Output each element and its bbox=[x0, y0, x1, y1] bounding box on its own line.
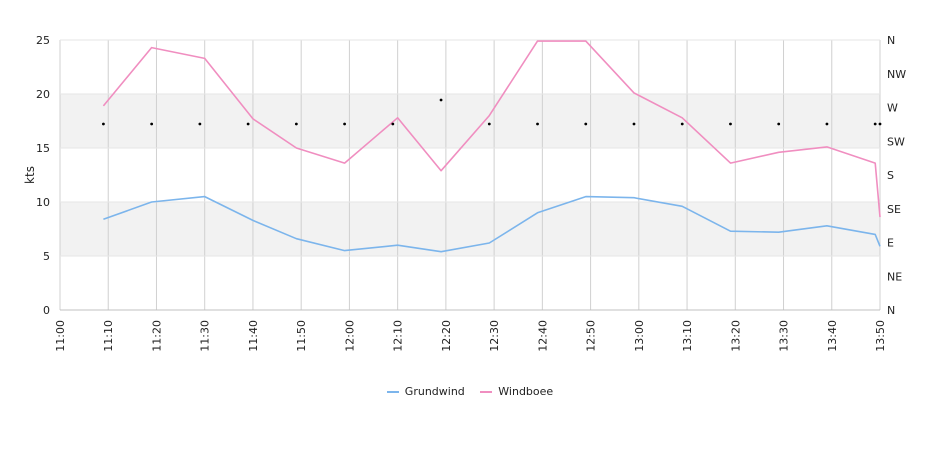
legend-swatch-grundwind bbox=[386, 391, 399, 393]
x-tick-label: 11:10 bbox=[102, 320, 115, 352]
x-tick-label: 11:00 bbox=[54, 320, 67, 352]
x-tick-label: 12:40 bbox=[536, 320, 549, 352]
y-axis-title: kts bbox=[23, 166, 37, 184]
x-tick-label: 12:30 bbox=[488, 320, 501, 352]
direction-marker bbox=[391, 122, 395, 126]
direction-markers bbox=[102, 98, 882, 126]
y-tick-label: 5 bbox=[43, 250, 50, 263]
direction-tick-label: W bbox=[887, 102, 898, 115]
direction-marker bbox=[536, 122, 539, 126]
direction-marker bbox=[246, 122, 250, 126]
x-tick-label: 12:00 bbox=[343, 320, 356, 352]
x-tick-label: 13:50 bbox=[874, 320, 887, 352]
y-tick-label: 20 bbox=[36, 88, 50, 101]
direction-tick-label: N bbox=[887, 34, 895, 47]
direction-marker bbox=[777, 122, 781, 126]
y-tick-label: 10 bbox=[36, 196, 50, 209]
y-axis-right: N NE E SE S SW W NW N bbox=[887, 34, 906, 317]
x-tick-label: 13:30 bbox=[778, 320, 791, 352]
y-tick-label: 0 bbox=[43, 304, 50, 317]
direction-tick-label: SE bbox=[887, 203, 901, 216]
plot-bands bbox=[60, 94, 880, 256]
vertical-gridlines bbox=[59, 40, 881, 310]
x-tick-label: 11:40 bbox=[247, 320, 260, 352]
direction-tick-label: S bbox=[887, 169, 894, 182]
direction-marker bbox=[729, 122, 732, 126]
direction-marker bbox=[873, 122, 877, 126]
x-tick-label: 13:10 bbox=[681, 320, 694, 352]
x-axis: 11:00 11:10 11:20 11:30 11:40 11:50 12:00 12:10… bbox=[54, 320, 887, 352]
legend: Grundwind Windboee bbox=[0, 385, 940, 398]
series-lines bbox=[102, 40, 881, 253]
direction-marker bbox=[198, 122, 202, 126]
legend-label-windboee: Windboee bbox=[498, 385, 554, 398]
legend-item-windboee[interactable]: Windboee bbox=[480, 385, 553, 398]
direction-marker bbox=[878, 122, 882, 126]
plot-band-1 bbox=[60, 94, 880, 148]
x-tick-label: 12:20 bbox=[440, 320, 453, 352]
direction-marker bbox=[825, 122, 829, 126]
direction-tick-label: N bbox=[887, 304, 895, 317]
legend-label-grundwind: Grundwind bbox=[404, 385, 465, 398]
direction-marker bbox=[150, 122, 154, 126]
legend-item-grundwind[interactable]: Grundwind bbox=[386, 385, 465, 398]
x-tick-label: 11:30 bbox=[199, 320, 212, 352]
y-tick-label: 15 bbox=[36, 142, 50, 155]
direction-marker bbox=[680, 122, 684, 126]
x-tick-label: 13:40 bbox=[826, 320, 839, 352]
direction-marker bbox=[487, 122, 491, 126]
direction-tick-label: NE bbox=[887, 270, 902, 283]
direction-tick-label: NW bbox=[887, 68, 906, 81]
legend-swatch-windboee bbox=[480, 391, 493, 393]
direction-marker bbox=[343, 122, 346, 126]
series-line-windboee bbox=[102, 40, 881, 218]
y-axis-left: 0 5 10 15 20 25 bbox=[36, 34, 50, 317]
direction-marker bbox=[632, 122, 636, 126]
direction-marker bbox=[584, 122, 588, 126]
direction-marker bbox=[439, 98, 443, 102]
direction-marker bbox=[102, 122, 105, 126]
direction-tick-label: E bbox=[887, 237, 894, 250]
x-tick-label: 12:10 bbox=[392, 320, 405, 352]
direction-tick-label: SW bbox=[887, 135, 905, 148]
x-tick-label: 13:00 bbox=[633, 320, 646, 352]
x-tick-label: 13:20 bbox=[729, 320, 742, 352]
direction-marker bbox=[294, 122, 298, 126]
x-tick-label: 11:20 bbox=[150, 320, 163, 352]
series-line-grundwind bbox=[103, 195, 881, 253]
horizontal-gridlines bbox=[60, 39, 880, 311]
plot-band-0 bbox=[60, 202, 880, 256]
x-tick-label: 12:50 bbox=[585, 320, 598, 352]
x-tick-label: 11:50 bbox=[295, 320, 308, 352]
y-tick-label: 25 bbox=[36, 34, 50, 47]
